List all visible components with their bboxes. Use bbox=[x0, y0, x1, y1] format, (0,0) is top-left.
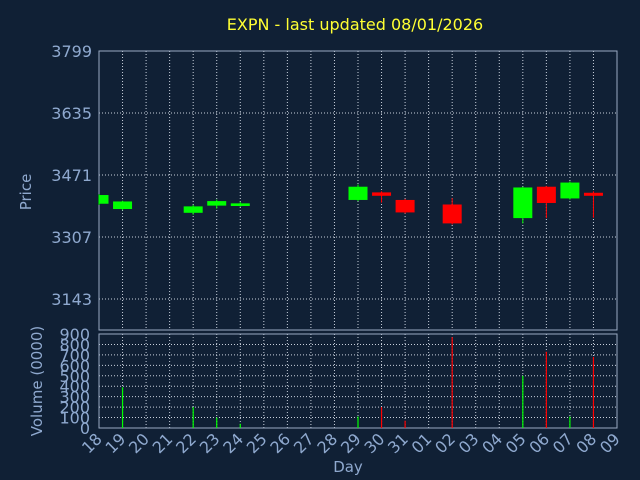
candle bbox=[348, 184, 368, 202]
candle-body bbox=[536, 186, 556, 203]
candle bbox=[98, 194, 109, 205]
candle-body bbox=[99, 195, 109, 204]
candle bbox=[560, 181, 580, 200]
price-tick-label: 3471 bbox=[51, 166, 92, 185]
candle bbox=[230, 201, 250, 207]
candle bbox=[513, 186, 533, 224]
price-frame bbox=[98, 50, 618, 331]
candle bbox=[395, 198, 415, 214]
candle-body bbox=[113, 201, 133, 210]
candle-body bbox=[183, 206, 203, 213]
volume-frame bbox=[98, 333, 618, 429]
price-axis-label: Price bbox=[17, 174, 35, 211]
candle-body bbox=[395, 199, 415, 213]
volume-tick-label: 600 bbox=[59, 356, 90, 375]
volume-tick-label: 0 bbox=[80, 419, 90, 438]
price-tick-label: 3307 bbox=[51, 228, 92, 247]
volume-tick-label: 500 bbox=[59, 367, 90, 386]
candle-body bbox=[230, 203, 250, 206]
candle bbox=[536, 185, 556, 219]
x-axis-label: Day bbox=[333, 458, 363, 476]
candle-body bbox=[348, 186, 368, 200]
candle-body bbox=[560, 182, 580, 199]
volume-tick-label: 300 bbox=[59, 388, 90, 407]
volume-tick-label: 100 bbox=[59, 409, 90, 428]
volume-tick-label: 700 bbox=[59, 346, 90, 365]
price-tick-label: 3799 bbox=[51, 42, 92, 61]
price-tick-label: 3635 bbox=[51, 104, 92, 123]
x-tick-label: 09 bbox=[596, 429, 624, 457]
candle bbox=[372, 191, 392, 203]
volume-tick-label: 900 bbox=[59, 325, 90, 344]
candle bbox=[207, 199, 227, 209]
price-panel: 3799 3635 3471 3307 3143 bbox=[51, 42, 618, 331]
candle-body bbox=[372, 192, 392, 196]
volume-tick-label: 800 bbox=[59, 335, 90, 354]
volume-axis-label: Volume (0000) bbox=[28, 326, 46, 436]
price-tick-label: 3143 bbox=[51, 290, 92, 309]
candle-body bbox=[583, 192, 603, 196]
candle bbox=[183, 204, 203, 215]
candle bbox=[113, 200, 133, 211]
volume-tick-label: 400 bbox=[59, 377, 90, 396]
candle bbox=[583, 191, 603, 218]
candle-body bbox=[207, 201, 227, 206]
chart-title: EXPN - last updated 08/01/2026 bbox=[227, 15, 483, 34]
x-axis: 1819202122232425262728293031010203040506… bbox=[78, 429, 624, 457]
candle bbox=[442, 198, 462, 225]
volume-tick-label: 200 bbox=[59, 398, 90, 417]
candle-body bbox=[513, 187, 533, 219]
candle-body bbox=[442, 204, 462, 224]
